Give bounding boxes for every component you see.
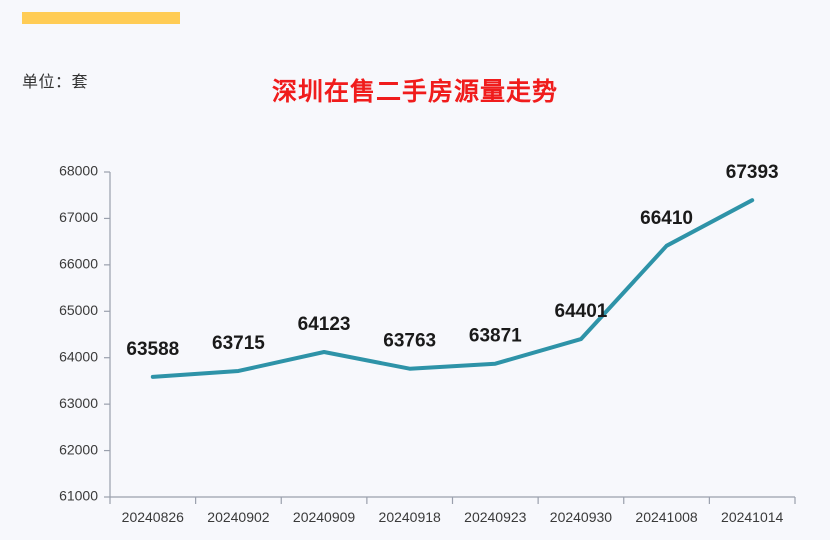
unit-label: 单位：套: [22, 74, 89, 91]
y-axis-tick-label: 67000: [59, 209, 98, 225]
y-axis-tick-label: 61000: [59, 488, 98, 504]
y-axis-tick-label: 66000: [59, 256, 98, 272]
x-axis-tick-label: 20241014: [721, 509, 784, 525]
x-axis-tick-label: 20240909: [293, 509, 356, 525]
y-axis: 61000 62000 63000 64000 65000 66000 67000 68000: [59, 163, 111, 504]
data-point-label: 66410: [640, 208, 693, 229]
y-axis-tick-label: 62000: [59, 441, 98, 457]
accent-bar: [22, 12, 180, 24]
x-axis-tick-label: 20240826: [122, 509, 185, 525]
data-point-label: 64401: [555, 301, 608, 322]
data-point-label: 63588: [126, 339, 179, 360]
x-axis-tick-label: 20240918: [379, 509, 442, 525]
x-axis-tick-label: 20240923: [464, 509, 527, 525]
data-point-label: 64123: [298, 314, 351, 335]
data-point-label: 67393: [726, 162, 779, 183]
data-point-label: 63871: [469, 326, 522, 347]
y-axis-tick-label: 63000: [59, 395, 98, 411]
y-axis-tick-label: 65000: [59, 302, 98, 318]
x-axis: 20240826 20240902 20240909 20240918 20240923…: [109, 496, 796, 525]
series-group: [150, 198, 755, 379]
chart-title: 深圳在售二手房源量走势: [271, 78, 558, 106]
data-labels-group: 63588 63715 64123 63763 63871 64401 66410 67393: [126, 162, 778, 360]
x-axis-tick-label: 20240930: [550, 509, 613, 525]
y-axis-tick-label: 68000: [59, 163, 98, 179]
x-axis-tick-label: 20241008: [635, 509, 698, 525]
data-point-label: 63715: [212, 333, 265, 354]
y-axis-tick-label: 64000: [59, 348, 98, 364]
x-axis-tick-label: 20240902: [207, 509, 270, 525]
data-point-label: 63763: [383, 331, 436, 352]
series-line: [150, 198, 755, 379]
